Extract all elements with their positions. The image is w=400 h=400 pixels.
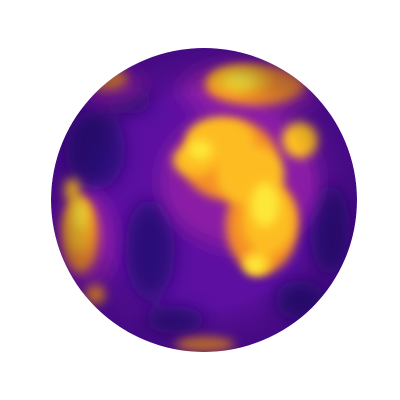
globe-shading — [51, 48, 357, 352]
globe-surface — [51, 48, 357, 352]
